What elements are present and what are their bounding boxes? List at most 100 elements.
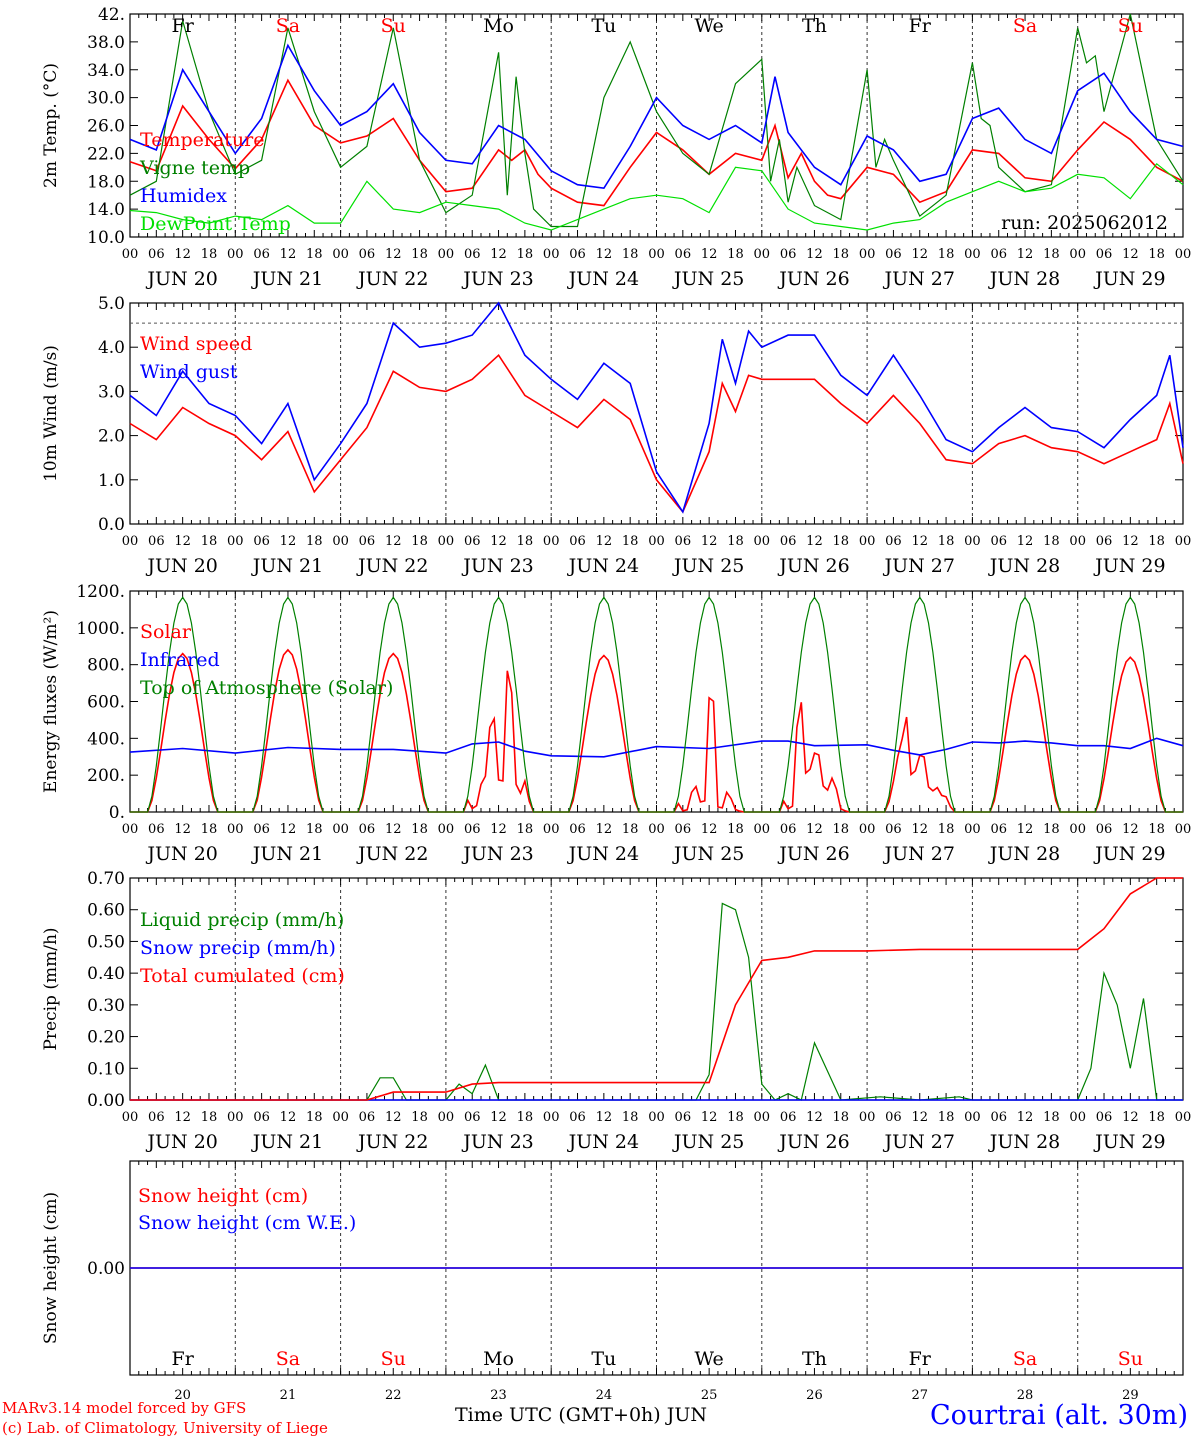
hour-tick-label: 06 xyxy=(990,1110,1007,1125)
y-tick-label: 0.10 xyxy=(87,1059,125,1079)
y-tick-label: 2.0 xyxy=(98,427,125,447)
hour-tick-label: 06 xyxy=(675,247,692,262)
day-name: Th xyxy=(802,15,827,37)
hour-tick-label: 06 xyxy=(148,247,165,262)
hour-tick-label: 18 xyxy=(517,1110,534,1125)
day-number: 28 xyxy=(1017,1388,1034,1403)
y-tick-label: 0.00 xyxy=(87,1091,125,1111)
hour-tick-label: 18 xyxy=(622,534,639,549)
y-tick-label: 14.0 xyxy=(87,200,125,220)
day-name: Fr xyxy=(172,15,195,37)
legend-entry: DewPoint Temp xyxy=(140,213,291,235)
hour-tick-label: 12 xyxy=(490,247,507,262)
hour-tick-label: 12 xyxy=(490,1110,507,1125)
y-tick-label: 0.50 xyxy=(87,932,125,952)
date-label: JUN 28 xyxy=(988,268,1060,290)
hour-tick-label: 00 xyxy=(1175,1110,1192,1125)
day-name: Sa xyxy=(1013,15,1037,37)
hour-tick-label: 00 xyxy=(964,1110,981,1125)
hour-tick-label: 00 xyxy=(122,534,139,549)
hour-tick-label: 06 xyxy=(253,822,270,837)
hour-tick-label: 06 xyxy=(1096,1110,1113,1125)
hour-tick-label: 12 xyxy=(806,822,823,837)
legend-entry: Vigne temp xyxy=(139,157,250,179)
hour-tick-label: 00 xyxy=(1069,822,1086,837)
hour-tick-label: 00 xyxy=(227,247,244,262)
legend-entry: Total cumulated (cm) xyxy=(140,965,345,987)
hour-tick-label: 12 xyxy=(385,534,402,549)
date-label: JUN 25 xyxy=(672,843,744,865)
y-axis-label: Energy fluxes (W/m²) xyxy=(41,610,61,793)
hour-tick-label: 18 xyxy=(938,534,955,549)
hour-tick-label: 12 xyxy=(385,247,402,262)
day-number: 25 xyxy=(701,1388,718,1403)
panel-4 xyxy=(129,877,1184,1101)
hour-tick-label: 12 xyxy=(1017,247,1034,262)
hour-tick-label: 00 xyxy=(859,247,876,262)
hour-tick-label: 06 xyxy=(675,1110,692,1125)
hour-tick-label: 18 xyxy=(517,822,534,837)
hour-tick-label: 12 xyxy=(385,1110,402,1125)
hour-tick-label: 00 xyxy=(648,247,665,262)
hour-tick-label: 12 xyxy=(490,534,507,549)
hour-tick-label: 06 xyxy=(569,534,586,549)
hour-tick-label: 18 xyxy=(517,534,534,549)
legend-entry: Snow precip (mm/h) xyxy=(140,937,336,959)
day-name: Fr xyxy=(909,1348,932,1370)
hour-tick-label: 12 xyxy=(596,247,613,262)
hour-tick-label: 18 xyxy=(201,822,218,837)
hour-tick-label: 18 xyxy=(622,822,639,837)
hour-tick-label: 06 xyxy=(569,822,586,837)
day-name: We xyxy=(695,1348,724,1370)
panel-3 xyxy=(129,590,1184,813)
date-label: JUN 26 xyxy=(777,843,849,865)
day-number: 24 xyxy=(596,1388,613,1403)
hour-tick-label: 06 xyxy=(990,822,1007,837)
hour-tick-label: 00 xyxy=(859,1110,876,1125)
day-name: Su xyxy=(381,15,406,37)
hour-tick-label: 06 xyxy=(464,1110,481,1125)
date-label: JUN 22 xyxy=(356,1131,428,1153)
date-label: JUN 20 xyxy=(145,843,217,865)
hour-tick-label: 12 xyxy=(596,534,613,549)
series-line-vigne-temp xyxy=(129,13,1184,228)
date-label: JUN 20 xyxy=(145,555,217,577)
date-label: JUN 28 xyxy=(988,843,1060,865)
hour-tick-label: 06 xyxy=(675,534,692,549)
date-label: JUN 25 xyxy=(672,1131,744,1153)
hour-tick-label: 18 xyxy=(201,534,218,549)
date-label: JUN 29 xyxy=(1093,843,1165,865)
hour-tick-label: 00 xyxy=(648,822,665,837)
day-number: 21 xyxy=(280,1388,297,1403)
y-tick-label: 1200. xyxy=(76,582,125,602)
day-number: 26 xyxy=(806,1388,823,1403)
hour-tick-label: 06 xyxy=(885,247,902,262)
hour-tick-label: 06 xyxy=(464,247,481,262)
hour-tick-label: 18 xyxy=(1043,1110,1060,1125)
hour-tick-label: 00 xyxy=(1175,822,1192,837)
hour-tick-label: 12 xyxy=(911,1110,928,1125)
day-name: Mo xyxy=(483,15,514,37)
hour-tick-label: 06 xyxy=(780,1110,797,1125)
y-tick-label: 1000. xyxy=(76,619,125,639)
date-label: JUN 20 xyxy=(145,1131,217,1153)
hour-tick-label: 06 xyxy=(148,822,165,837)
date-label: JUN 26 xyxy=(777,268,849,290)
y-tick-label: 0. xyxy=(109,803,125,823)
hour-tick-label: 00 xyxy=(438,1110,455,1125)
day-name: Tu xyxy=(591,1348,616,1370)
date-label: JUN 27 xyxy=(883,555,955,577)
hour-tick-label: 18 xyxy=(938,1110,955,1125)
day-number: 22 xyxy=(385,1388,402,1403)
hour-tick-label: 06 xyxy=(1096,822,1113,837)
hour-tick-label: 00 xyxy=(227,1110,244,1125)
date-label: JUN 21 xyxy=(251,843,323,865)
series-line-total-cumulated-cm- xyxy=(130,877,1183,1101)
legend-entry: Wind speed xyxy=(140,333,252,355)
hour-tick-label: 12 xyxy=(280,1110,297,1125)
hour-tick-label: 18 xyxy=(1043,534,1060,549)
date-label: JUN 22 xyxy=(356,268,428,290)
hour-tick-label: 12 xyxy=(701,822,718,837)
legend-entry: Snow height (cm W.E.) xyxy=(138,1212,356,1234)
series-line-temperature xyxy=(129,78,1184,207)
